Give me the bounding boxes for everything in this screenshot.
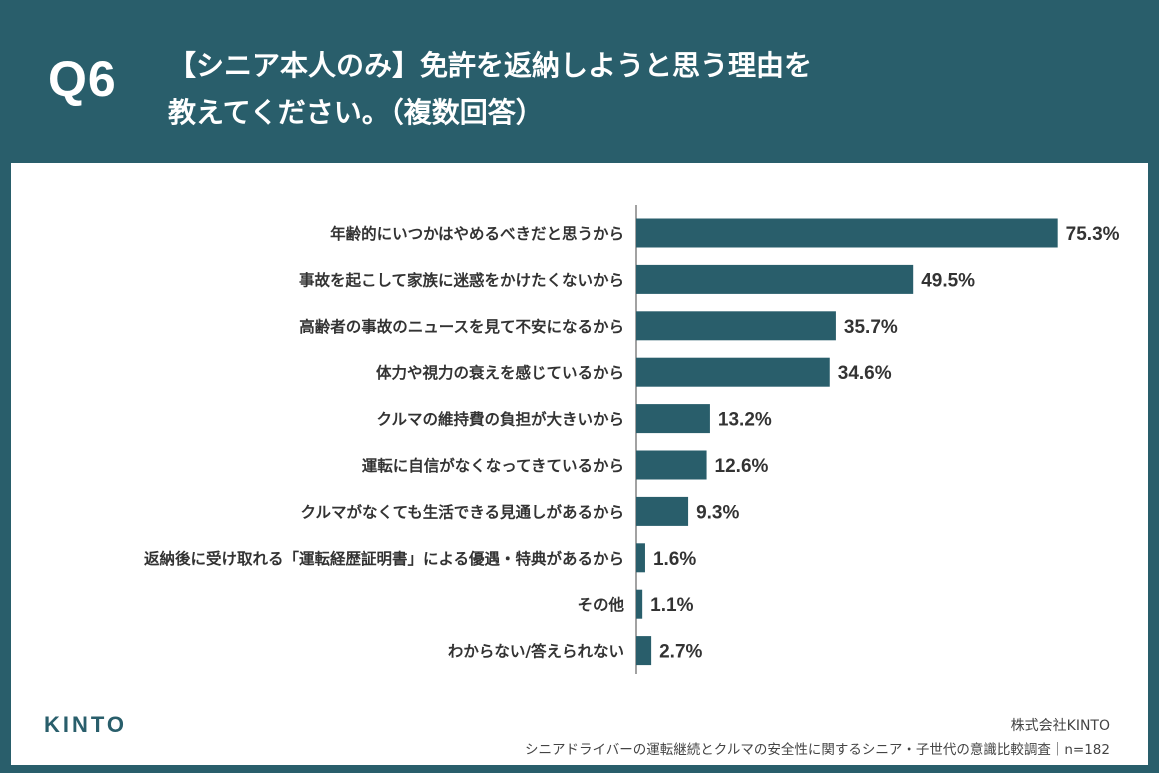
value-label: 13.2% bbox=[718, 410, 772, 431]
bar-chart: 年齢的にいつかはやめるべきだと思うから 75.3% 事故を起こして家族に迷惑をかけた… bbox=[144, 205, 1120, 674]
bar bbox=[636, 264, 914, 294]
value-label: 12.6% bbox=[715, 456, 769, 477]
value-label: 75.3% bbox=[1066, 224, 1120, 245]
bar bbox=[636, 218, 1058, 248]
question-line-1: 【シニア本人のみ】免許を返納しようと思う理由を bbox=[168, 49, 813, 82]
bar bbox=[636, 404, 710, 434]
company-name: 株式会社KINTO bbox=[1010, 718, 1110, 734]
category-label: 返納後に受け取れる「運転経歴証明書」による優遇・特典があるから bbox=[144, 549, 624, 568]
value-label: 35.7% bbox=[844, 317, 898, 338]
bar bbox=[636, 450, 707, 480]
bar bbox=[636, 496, 689, 526]
value-label: 49.5% bbox=[921, 270, 975, 291]
category-label: クルマがなくても生活できる見通しがあるから bbox=[301, 502, 625, 521]
question-text: 【シニア本人のみ】免許を返納しようと思う理由を 教えてください。（複数回答） bbox=[168, 42, 812, 136]
category-label: 運転に自信がなくなってきているから bbox=[362, 456, 624, 475]
bar bbox=[636, 589, 643, 619]
value-label: 1.6% bbox=[653, 549, 696, 570]
question-line-2: 教えてください。（複数回答） bbox=[168, 96, 544, 129]
question-header: Q6 【シニア本人のみ】免許を返納しようと思う理由を 教えてください。（複数回答… bbox=[0, 0, 1159, 163]
category-label: 高齢者の事故のニュースを見て不安になるから bbox=[299, 317, 624, 336]
bar bbox=[636, 357, 830, 387]
value-label: 1.1% bbox=[650, 595, 693, 616]
category-label: その他 bbox=[577, 595, 624, 614]
value-label: 2.7% bbox=[659, 642, 702, 663]
question-number: Q6 bbox=[48, 51, 117, 107]
value-label: 9.3% bbox=[696, 502, 739, 523]
kinto-logo: KINTO bbox=[44, 712, 128, 737]
chart-panel: 年齢的にいつかはやめるべきだと思うから 75.3% 事故を起こして家族に迷惑をかけた… bbox=[11, 163, 1148, 765]
category-label: 事故を起こして家族に迷惑をかけたくないから bbox=[299, 270, 624, 289]
bar bbox=[636, 636, 652, 666]
bar bbox=[636, 311, 836, 341]
value-label: 34.6% bbox=[838, 363, 892, 384]
category-label: 体力や視力の衰えを感じているから bbox=[376, 363, 624, 382]
survey-source: シニアドライバーの運転継続とクルマの安全性に関するシニア・子世代の意識比較調査｜… bbox=[525, 742, 1110, 758]
bar bbox=[636, 543, 645, 573]
category-label: 年齢的にいつかはやめるべきだと思うから bbox=[330, 224, 624, 243]
category-label: わからない/答えられない bbox=[448, 642, 624, 661]
category-label: クルマの維持費の負担が大きいから bbox=[376, 410, 624, 429]
